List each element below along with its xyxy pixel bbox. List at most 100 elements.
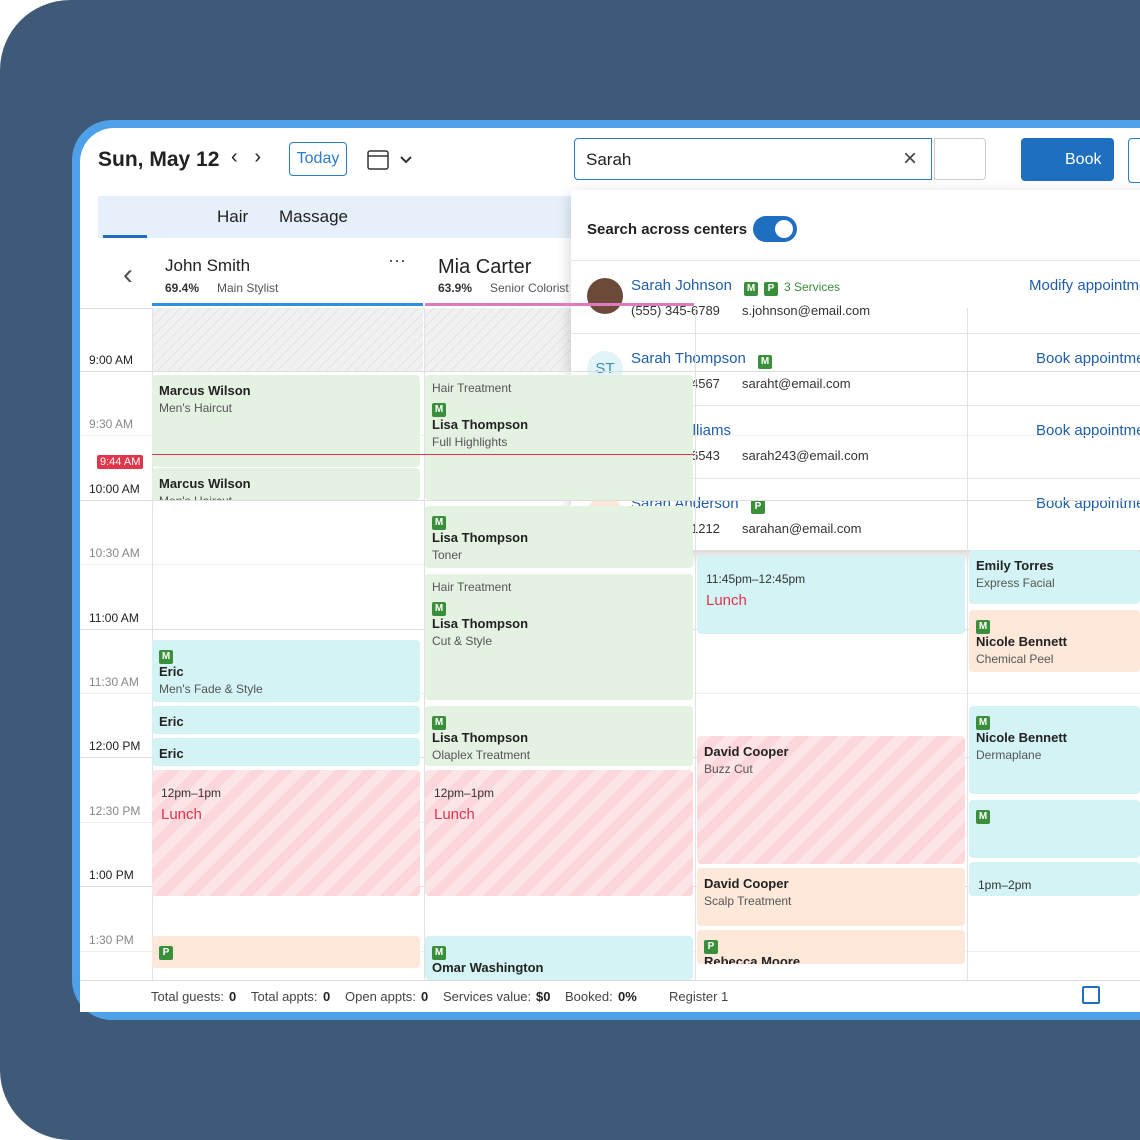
badge: M	[976, 716, 990, 730]
service: Chemical Peel	[976, 652, 1054, 666]
layout-toggle[interactable]	[1082, 986, 1100, 1004]
appointment[interactable]: Emily Torres Express Facial	[969, 550, 1140, 604]
service: Buzz Cut	[704, 762, 753, 776]
badge-row: M	[432, 512, 686, 530]
service: Men's Haircut	[159, 494, 413, 500]
staff-underline	[152, 303, 423, 306]
tab[interactable]: Massage	[279, 207, 348, 226]
block-time: 12pm–1pm	[161, 786, 222, 800]
stat-label: Total appts:	[251, 989, 318, 1004]
appointment[interactable]: Eric	[152, 706, 420, 734]
block-title: Lunch	[161, 806, 202, 823]
time-label: 1:30 PM	[89, 932, 134, 947]
tab[interactable]: Hair	[217, 207, 249, 226]
staff-role: Senior Colorist	[490, 281, 569, 295]
appointment[interactable]: M Nicole Bennett Chemical Peel	[969, 610, 1140, 672]
search-input[interactable]: Sarah	[586, 150, 632, 169]
result-action[interactable]: Book appointment	[1036, 349, 1140, 367]
time-label: 11:30 AM	[89, 675, 139, 689]
result-action[interactable]: Modify appointment	[1029, 277, 1140, 294]
phone: (555) 345-6789	[631, 303, 720, 318]
client-name: Nicole Bennett	[976, 634, 1068, 649]
appointment[interactable]: 12pm–1pm Lunch	[425, 770, 693, 896]
book-button[interactable]: Book	[1021, 138, 1114, 181]
now-line	[152, 454, 694, 455]
search-box[interactable]: Sarah ×	[574, 138, 932, 180]
badge-row: M	[758, 351, 778, 369]
appointment[interactable]: David Cooper Scalp Treatment	[697, 868, 965, 926]
appointment[interactable]: David Cooper Buzz Cut	[697, 736, 965, 864]
search-result[interactable]: Sarah Johnson M P 3 Services (555) 345-6789 s…	[571, 260, 1140, 333]
block-time: 12pm–1pm	[434, 786, 495, 800]
appointment[interactable]: Hair Treatment M Lisa Thompson Cut & Style	[425, 574, 693, 700]
badge: M	[432, 403, 446, 417]
now-marker: 9:44 AM	[97, 455, 144, 469]
email: s.johnson@email.com	[742, 303, 871, 318]
stat-value: 0	[323, 989, 331, 1004]
result-name[interactable]: Sarah Thompson	[631, 349, 746, 367]
service: Cut & Style	[432, 634, 493, 648]
block-time: 1pm–2pm	[978, 878, 1032, 892]
appointment[interactable]: 1pm–2pmLunch	[969, 862, 1140, 896]
appointment[interactable]: Marcus Wilson Men's Haircut	[152, 375, 420, 467]
prev-day[interactable]: ‹ ›	[231, 146, 261, 168]
client-name: Nicole Bennett	[976, 730, 1068, 745]
toggle[interactable]	[753, 216, 797, 242]
badge: P	[751, 499, 765, 514]
badge-row: M	[976, 806, 1133, 824]
add-client[interactable]	[934, 138, 986, 180]
service: Scalp Treatment	[704, 894, 792, 908]
appointment[interactable]: M Nicole Bennett Dermaplane	[969, 706, 1140, 794]
date: Sun, May 12	[98, 148, 220, 171]
appointment[interactable]: 11:45pm–12:45pm Lunch	[697, 556, 965, 634]
client-name: Marcus Wilson	[159, 383, 251, 398]
badge: M	[432, 516, 446, 530]
avatar	[587, 278, 623, 314]
email: sarah243@email.com	[742, 448, 869, 463]
tab-bar	[98, 196, 571, 238]
calendar-picker[interactable]	[366, 148, 416, 172]
appointment[interactable]: 12pm–1pm Lunch	[152, 770, 420, 896]
stat-label: Services value:	[443, 989, 532, 1004]
result-name[interactable]: Sarah Johnson	[631, 277, 732, 294]
client-name: Lisa Thompson	[432, 730, 529, 745]
staff-percent: 69.4%	[165, 281, 200, 295]
time-label: 12:30 PM	[89, 803, 141, 818]
appointment[interactable]: Eric	[152, 738, 420, 766]
badge: P	[764, 282, 778, 296]
stat-label: Open appts:	[345, 989, 416, 1004]
staff-menu[interactable]: ···	[388, 250, 406, 270]
divider	[80, 980, 1140, 981]
badge-row: P	[159, 942, 413, 960]
toggle-label: Search across centers	[587, 221, 748, 238]
client-name: Emily Torres	[976, 558, 1054, 573]
today-button[interactable]: Today	[289, 142, 347, 176]
more-button[interactable]	[1128, 138, 1140, 183]
badge-row: M	[432, 598, 686, 616]
badge-row: M	[432, 942, 686, 960]
appointment[interactable]: M Lisa Thompson Toner	[425, 506, 693, 568]
appointment[interactable]: Marcus Wilson Men's Haircut	[152, 468, 420, 500]
stat-value: $0	[536, 989, 551, 1004]
result-action[interactable]: Book appointment	[1036, 494, 1140, 512]
footer	[80, 981, 1140, 1012]
closed-slot	[425, 308, 571, 372]
appointment[interactable]: M Lisa Thompson Olaplex Treatment	[425, 706, 693, 766]
client-name: Eric	[159, 746, 184, 761]
client-name: Lisa Thompson	[432, 530, 529, 545]
prev-staff[interactable]: ‹	[123, 258, 133, 291]
block-title: Lunch	[434, 806, 475, 823]
staff-role: Main Stylist	[217, 281, 279, 295]
appointment[interactable]: M Eric Men's Fade & Style	[152, 640, 420, 702]
time-label: 11:00 AM	[89, 610, 139, 625]
clear-search[interactable]: ×	[902, 145, 917, 172]
block-time: 11:45pm–12:45pm	[706, 572, 806, 586]
result-action[interactable]: Book appointment	[1036, 422, 1140, 439]
time-label: 12:00 PM	[89, 739, 141, 754]
appointment[interactable]: P	[152, 936, 420, 968]
appointment[interactable]: M	[969, 800, 1140, 858]
badge: M	[758, 354, 772, 369]
appointment[interactable]: Hair Treatment M Lisa Thompson Full Highlig…	[425, 375, 693, 500]
